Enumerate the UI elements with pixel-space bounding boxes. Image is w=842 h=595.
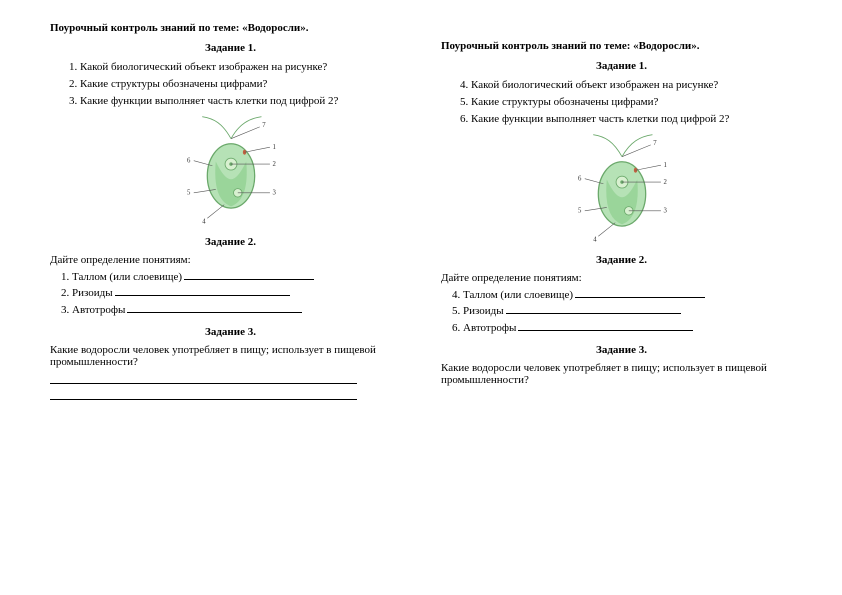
blank-line[interactable] xyxy=(518,330,693,331)
def-3-label: Автотрофы xyxy=(72,304,125,316)
def-1: Таллом (или слоевище) xyxy=(72,270,411,285)
def-4-label: Таллом (или слоевище) xyxy=(463,289,573,301)
def-intro: Дайте определение понятиям: xyxy=(50,254,411,266)
label-2: 2 xyxy=(272,160,275,167)
def-intro: Дайте определение понятиям: xyxy=(441,272,802,284)
label-2: 2 xyxy=(663,178,666,185)
label-4: 4 xyxy=(202,218,206,225)
spacer xyxy=(441,22,802,40)
def-2: Ризоиды xyxy=(72,286,411,301)
cell-diagram-left: 1 2 3 4 5 6 7 xyxy=(50,115,411,228)
blank-line[interactable] xyxy=(506,313,681,314)
def-4: Таллом (или слоевище) xyxy=(463,288,802,303)
q3: Какие функции выполняет часть клетки под… xyxy=(80,94,411,109)
task1-questions: Какой биологический объект изображен на … xyxy=(471,78,802,127)
worksheet-right: Поурочный контроль знаний по теме: «Водо… xyxy=(431,22,812,573)
definitions-list: Таллом (или слоевище) Ризоиды Автотрофы xyxy=(463,288,802,337)
q1: Какой биологический объект изображен на … xyxy=(80,60,411,75)
chlamydomonas-diagram: 1 2 3 4 5 6 7 xyxy=(171,115,291,225)
label-1: 1 xyxy=(272,143,275,150)
task2-heading: Задание 2. xyxy=(441,254,802,266)
label-7: 7 xyxy=(653,139,657,146)
label-6: 6 xyxy=(578,175,582,182)
definitions-list: Таллом (или слоевище) Ризоиды Автотрофы xyxy=(72,270,411,319)
q4: Какой биологический объект изображен на … xyxy=(471,78,802,93)
task3-question: Какие водоросли человек употребляет в пи… xyxy=(50,344,411,368)
label-3: 3 xyxy=(663,207,667,214)
cell-diagram-right: 1 2 3 4 5 6 7 xyxy=(441,133,802,246)
label-1: 1 xyxy=(663,161,666,168)
task3-heading: Задание 3. xyxy=(441,344,802,356)
worksheet-left: Поурочный контроль знаний по теме: «Водо… xyxy=(50,22,431,573)
task1-heading: Задание 1. xyxy=(50,42,411,54)
label-3: 3 xyxy=(272,189,276,196)
def-6-label: Автотрофы xyxy=(463,322,516,334)
answer-line[interactable] xyxy=(50,372,357,384)
blank-line[interactable] xyxy=(575,297,705,298)
task3-heading: Задание 3. xyxy=(50,326,411,338)
q5: Какие структуры обозначены цифрами? xyxy=(471,95,802,110)
def-3: Автотрофы xyxy=(72,303,411,318)
blank-line[interactable] xyxy=(184,279,314,280)
def-5: Ризоиды xyxy=(463,304,802,319)
blank-line[interactable] xyxy=(127,312,302,313)
def-5-label: Ризоиды xyxy=(463,305,504,317)
label-5: 5 xyxy=(187,189,191,196)
label-5: 5 xyxy=(578,207,582,214)
def-1-label: Таллом (или слоевище) xyxy=(72,271,182,283)
def-6: Автотрофы xyxy=(463,321,802,336)
label-7: 7 xyxy=(262,121,266,128)
page-title: Поурочный контроль знаний по теме: «Водо… xyxy=(441,40,802,52)
task1-heading: Задание 1. xyxy=(441,60,802,72)
page-title: Поурочный контроль знаний по теме: «Водо… xyxy=(50,22,411,34)
def-2-label: Ризоиды xyxy=(72,287,113,299)
label-6: 6 xyxy=(187,157,191,164)
blank-line[interactable] xyxy=(115,295,290,296)
q2: Какие структуры обозначены цифрами? xyxy=(80,77,411,92)
chlamydomonas-diagram: 1 2 3 4 5 6 7 xyxy=(562,133,682,243)
q6: Какие функции выполняет часть клетки под… xyxy=(471,112,802,127)
task2-heading: Задание 2. xyxy=(50,236,411,248)
label-4: 4 xyxy=(593,236,597,243)
task3-question: Какие водоросли человек употребляет в пи… xyxy=(441,362,802,386)
task1-questions: Какой биологический объект изображен на … xyxy=(80,60,411,109)
answer-line[interactable] xyxy=(50,388,357,400)
